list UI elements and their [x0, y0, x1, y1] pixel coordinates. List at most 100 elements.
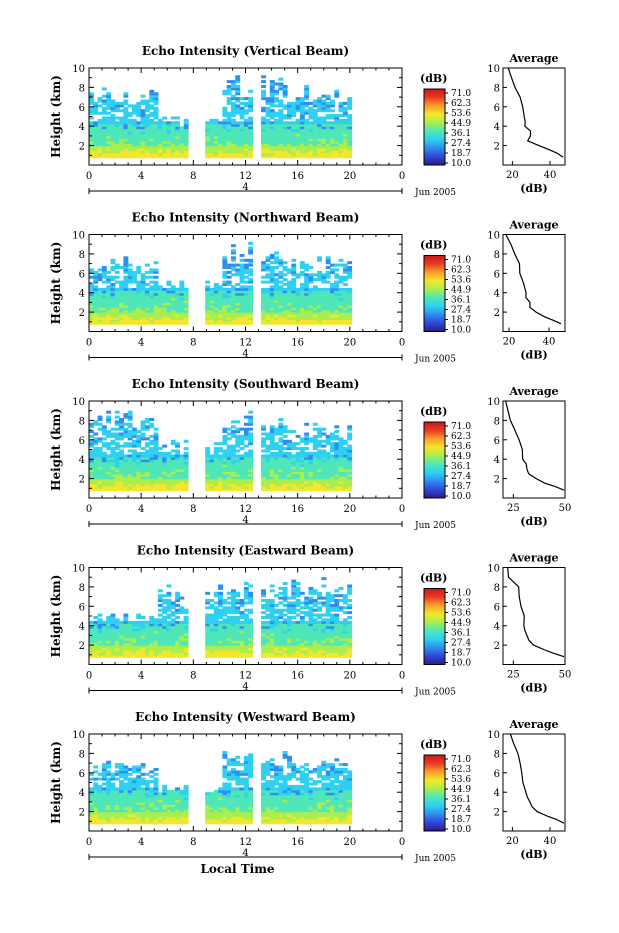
heatmap-cell	[313, 452, 318, 455]
heatmap-cell	[278, 83, 283, 86]
heatmap-cell	[123, 276, 128, 279]
heatmap-cell	[149, 112, 154, 115]
heatmap-cell	[304, 433, 309, 436]
y-axis-label: Height (km)	[49, 75, 63, 158]
heatmap-cell	[89, 121, 94, 124]
heatmap-cell	[244, 281, 249, 284]
heatmap-cell	[347, 433, 352, 436]
heatmap-cell	[304, 273, 309, 276]
heatmap-cell	[167, 592, 172, 595]
heatmap-cell	[248, 609, 253, 612]
heatmap-cell	[317, 271, 322, 274]
heatmap-cell	[300, 602, 305, 605]
heatmap-cell	[227, 602, 232, 605]
day-label: 4	[242, 349, 248, 360]
heatmap-cell	[123, 107, 128, 110]
heatmap-cell	[227, 433, 232, 436]
colorbar-tick-label: 36.1	[451, 129, 471, 139]
heatmap-cell	[274, 97, 279, 100]
heatmap-cell	[145, 442, 150, 445]
heatmap-cell	[283, 85, 288, 88]
heatmap-cell	[136, 430, 141, 433]
heatmap-cell	[158, 589, 163, 592]
heatmap-cell	[171, 450, 176, 453]
colorbar-tick-label: 18.7	[451, 149, 471, 159]
heatmap-cell	[300, 271, 305, 274]
heatmap-cell	[106, 285, 111, 288]
heatmap-cell	[210, 454, 215, 457]
y-tick-label: 2	[79, 475, 85, 486]
heatmap-cell	[149, 435, 154, 438]
heatmap-cell	[266, 97, 271, 100]
heatmap-cell	[102, 87, 107, 90]
heatmap-cell	[330, 100, 335, 103]
average-y-tick-label: 10	[487, 397, 500, 408]
heatmap-cell	[287, 268, 292, 271]
heatmap-cell	[162, 594, 167, 597]
heatmap-cell	[111, 283, 116, 286]
heatmap-cell	[248, 247, 253, 250]
heatmap-cell	[326, 266, 331, 269]
heatmap-cell	[111, 276, 116, 279]
heatmap-cell	[115, 102, 120, 105]
heatmap-cell	[93, 271, 98, 274]
heatmap-cell	[102, 621, 107, 624]
heatmap-cell	[136, 266, 141, 269]
heatmap-cell	[227, 606, 232, 609]
heatmap-cell	[115, 416, 120, 419]
heatmap-cell	[154, 433, 159, 436]
heatmap-cell	[184, 288, 189, 291]
heatmap-cell	[158, 447, 163, 450]
heatmap-cell	[278, 445, 283, 448]
heatmap-cell	[210, 614, 215, 617]
heatmap-cell	[154, 281, 159, 284]
heatmap-cell	[317, 288, 322, 291]
heatmap-cell	[266, 256, 271, 259]
heatmap-cell	[162, 117, 167, 120]
heatmap-cell	[89, 435, 94, 438]
heatmap-cell	[149, 616, 154, 619]
colorbar-unit: (dB)	[420, 239, 447, 252]
heatmap-cell	[321, 614, 326, 617]
heatmap-cell	[248, 259, 253, 262]
heatmap-cell	[171, 285, 176, 288]
heatmap-cell	[145, 450, 150, 453]
heatmap-cell	[266, 119, 271, 122]
heatmap-cell	[313, 589, 318, 592]
x-tick-label: 16	[291, 338, 304, 349]
average-x-tick-label: 25	[507, 503, 520, 514]
heatmap-cell	[274, 609, 279, 612]
colorbar-tick-label: 27.4	[451, 139, 471, 149]
x-tick-label: 4	[138, 504, 144, 515]
heatmap-cell	[175, 450, 180, 453]
heatmap-cell	[132, 288, 137, 291]
heatmap-cell	[102, 425, 107, 428]
heatmap-cell	[89, 276, 94, 279]
heatmap-cell	[304, 611, 309, 614]
heatmap-cell	[339, 276, 344, 279]
heatmap-cell	[278, 609, 283, 612]
heatmap-cell	[184, 119, 189, 122]
heatmap-cell	[123, 413, 128, 416]
heatmap-cell	[106, 454, 111, 457]
heatmap-cell	[274, 604, 279, 607]
heatmap-cell	[149, 276, 154, 279]
heatmap-cell	[141, 616, 146, 619]
heatmap-cell	[111, 447, 116, 450]
heatmap-cell	[309, 437, 314, 440]
heatmap-cell	[205, 285, 210, 288]
heatmap-cell	[291, 602, 296, 605]
heatmap-cell	[261, 589, 266, 592]
heatmap-cell	[98, 97, 103, 100]
heatmap-cell	[296, 288, 301, 291]
heatmap-cell	[244, 285, 249, 288]
heatmap-cell	[309, 273, 314, 276]
heatmap-cell	[222, 281, 227, 284]
heatmap-cell	[321, 95, 326, 98]
panel-title: Echo Intensity (Eastward Beam)	[137, 544, 354, 558]
colorbar-tick-label: 36.1	[451, 296, 471, 306]
heatmap-cell	[235, 268, 240, 271]
heatmap-cell	[158, 594, 163, 597]
heatmap-cell	[313, 609, 318, 612]
heatmap-cell	[266, 264, 271, 267]
